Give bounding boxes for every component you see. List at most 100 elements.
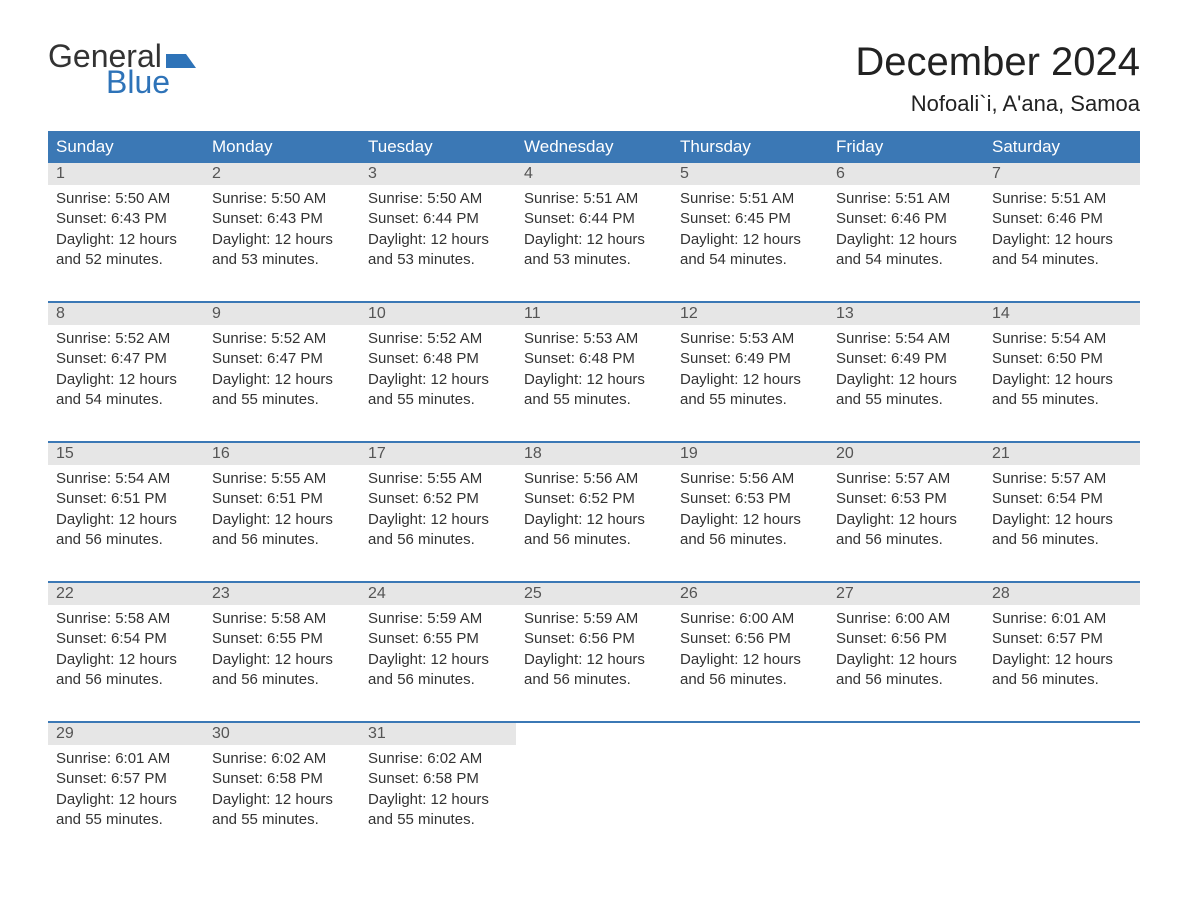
sunrise-line: Sunrise: 5:58 AM [56,609,196,629]
day-data-cell: Sunrise: 5:57 AMSunset: 6:54 PMDaylight:… [984,465,1140,554]
sunrise-line: Sunrise: 6:00 AM [836,609,976,629]
sunrise-line: Sunrise: 5:59 AM [524,609,664,629]
day-data-cell: Sunrise: 5:51 AMSunset: 6:46 PMDaylight:… [984,185,1140,274]
day-number-cell: 11 [516,302,672,325]
daylight-line: Daylight: 12 hours and 55 minutes. [212,370,352,411]
day-number-cell: 9 [204,302,360,325]
sunset-line: Sunset: 6:51 PM [212,489,352,509]
sunset-line: Sunset: 6:47 PM [212,349,352,369]
day-data-cell: Sunrise: 5:58 AMSunset: 6:54 PMDaylight:… [48,605,204,694]
sunset-line: Sunset: 6:44 PM [368,209,508,229]
sunset-line: Sunset: 6:43 PM [56,209,196,229]
daylight-line: Daylight: 12 hours and 56 minutes. [524,510,664,551]
day-data-cell: Sunrise: 5:56 AMSunset: 6:53 PMDaylight:… [672,465,828,554]
day-data-cell: Sunrise: 5:54 AMSunset: 6:50 PMDaylight:… [984,325,1140,414]
sunrise-line: Sunrise: 6:02 AM [212,749,352,769]
daylight-line: Daylight: 12 hours and 56 minutes. [992,650,1132,691]
day-data-cell: Sunrise: 5:54 AMSunset: 6:49 PMDaylight:… [828,325,984,414]
title-block: December 2024 Nofoali`i, A'ana, Samoa [855,40,1140,117]
day-header: Saturday [984,131,1140,163]
day-number-cell: 14 [984,302,1140,325]
day-header-row: SundayMondayTuesdayWednesdayThursdayFrid… [48,131,1140,163]
daylight-line: Daylight: 12 hours and 55 minutes. [368,370,508,411]
day-number-cell: 20 [828,442,984,465]
day-data-cell: Sunrise: 5:58 AMSunset: 6:55 PMDaylight:… [204,605,360,694]
daylight-line: Daylight: 12 hours and 56 minutes. [212,650,352,691]
sunrise-line: Sunrise: 5:51 AM [524,189,664,209]
day-number-cell: 6 [828,163,984,185]
daylight-line: Daylight: 12 hours and 56 minutes. [56,650,196,691]
daylight-line: Daylight: 12 hours and 56 minutes. [368,510,508,551]
day-number-cell: 16 [204,442,360,465]
day-number-cell: 29 [48,722,204,745]
sunset-line: Sunset: 6:48 PM [524,349,664,369]
sunrise-line: Sunrise: 5:52 AM [56,329,196,349]
week-divider [48,554,1140,582]
daylight-line: Daylight: 12 hours and 56 minutes. [680,650,820,691]
daylight-line: Daylight: 12 hours and 56 minutes. [836,650,976,691]
week-divider [48,274,1140,302]
location-subtitle: Nofoali`i, A'ana, Samoa [855,91,1140,117]
day-number-cell [828,722,984,745]
day-number-cell: 22 [48,582,204,605]
day-header: Tuesday [360,131,516,163]
day-data-cell: Sunrise: 5:59 AMSunset: 6:56 PMDaylight:… [516,605,672,694]
sunset-line: Sunset: 6:44 PM [524,209,664,229]
sunrise-line: Sunrise: 5:55 AM [368,469,508,489]
day-data-cell: Sunrise: 5:55 AMSunset: 6:52 PMDaylight:… [360,465,516,554]
sunrise-line: Sunrise: 6:00 AM [680,609,820,629]
logo-text-bottom: Blue [106,66,196,98]
sunrise-line: Sunrise: 5:52 AM [368,329,508,349]
daylight-line: Daylight: 12 hours and 55 minutes. [992,370,1132,411]
sunrise-line: Sunrise: 5:58 AM [212,609,352,629]
day-header: Thursday [672,131,828,163]
daylight-line: Daylight: 12 hours and 56 minutes. [212,510,352,551]
sunrise-line: Sunrise: 5:55 AM [212,469,352,489]
daylight-line: Daylight: 12 hours and 55 minutes. [56,790,196,831]
sunrise-line: Sunrise: 5:54 AM [836,329,976,349]
day-number-cell [984,722,1140,745]
day-data-cell: Sunrise: 6:01 AMSunset: 6:57 PMDaylight:… [984,605,1140,694]
week-data-row: Sunrise: 5:58 AMSunset: 6:54 PMDaylight:… [48,605,1140,694]
day-data-cell: Sunrise: 5:59 AMSunset: 6:55 PMDaylight:… [360,605,516,694]
daylight-line: Daylight: 12 hours and 52 minutes. [56,230,196,271]
sunset-line: Sunset: 6:56 PM [836,629,976,649]
sunset-line: Sunset: 6:54 PM [992,489,1132,509]
daylight-line: Daylight: 12 hours and 54 minutes. [56,370,196,411]
day-header: Wednesday [516,131,672,163]
day-number-cell: 18 [516,442,672,465]
day-data-cell: Sunrise: 5:52 AMSunset: 6:47 PMDaylight:… [204,325,360,414]
week-divider [48,414,1140,442]
day-data-cell: Sunrise: 5:51 AMSunset: 6:44 PMDaylight:… [516,185,672,274]
day-data-cell: Sunrise: 5:53 AMSunset: 6:49 PMDaylight:… [672,325,828,414]
day-data-cell: Sunrise: 5:50 AMSunset: 6:43 PMDaylight:… [204,185,360,274]
sunrise-line: Sunrise: 5:53 AM [524,329,664,349]
day-number-cell: 13 [828,302,984,325]
daylight-line: Daylight: 12 hours and 56 minutes. [56,510,196,551]
daylight-line: Daylight: 12 hours and 54 minutes. [680,230,820,271]
day-number-cell: 27 [828,582,984,605]
daylight-line: Daylight: 12 hours and 55 minutes. [212,790,352,831]
daylight-line: Daylight: 12 hours and 54 minutes. [992,230,1132,271]
day-number-cell: 21 [984,442,1140,465]
day-data-cell: Sunrise: 5:51 AMSunset: 6:46 PMDaylight:… [828,185,984,274]
day-data-cell [516,745,672,834]
day-number-cell: 30 [204,722,360,745]
day-number-cell: 12 [672,302,828,325]
sunset-line: Sunset: 6:53 PM [680,489,820,509]
sunset-line: Sunset: 6:46 PM [992,209,1132,229]
day-data-cell: Sunrise: 5:54 AMSunset: 6:51 PMDaylight:… [48,465,204,554]
sunrise-line: Sunrise: 5:54 AM [992,329,1132,349]
sunset-line: Sunset: 6:55 PM [368,629,508,649]
sunrise-line: Sunrise: 5:53 AM [680,329,820,349]
day-data-cell: Sunrise: 6:01 AMSunset: 6:57 PMDaylight:… [48,745,204,834]
day-number-cell: 8 [48,302,204,325]
day-number-cell [516,722,672,745]
day-data-cell: Sunrise: 6:02 AMSunset: 6:58 PMDaylight:… [204,745,360,834]
day-data-cell: Sunrise: 5:50 AMSunset: 6:43 PMDaylight:… [48,185,204,274]
sunset-line: Sunset: 6:55 PM [212,629,352,649]
day-data-cell: Sunrise: 6:00 AMSunset: 6:56 PMDaylight:… [828,605,984,694]
week-daynum-row: 15161718192021 [48,442,1140,465]
week-data-row: Sunrise: 6:01 AMSunset: 6:57 PMDaylight:… [48,745,1140,834]
sunset-line: Sunset: 6:58 PM [212,769,352,789]
